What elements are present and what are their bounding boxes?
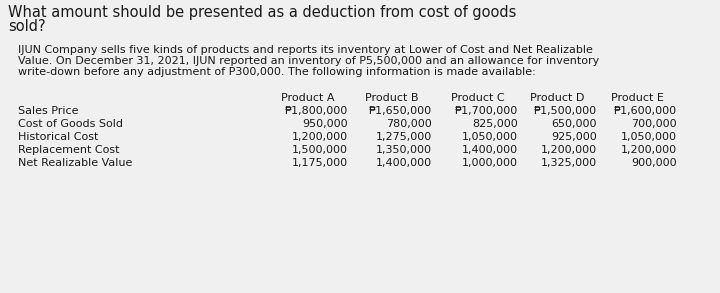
Text: Product A: Product A	[282, 93, 335, 103]
Text: What amount should be presented as a deduction from cost of goods: What amount should be presented as a ded…	[8, 5, 516, 20]
Text: IJUN Company sells five kinds of products and reports its inventory at Lower of : IJUN Company sells five kinds of product…	[18, 45, 593, 55]
Text: Product E: Product E	[611, 93, 663, 103]
Text: 1,050,000: 1,050,000	[621, 132, 677, 142]
Text: 780,000: 780,000	[386, 119, 432, 129]
Text: Product D: Product D	[530, 93, 584, 103]
Text: Cost of Goods Sold: Cost of Goods Sold	[18, 119, 123, 129]
Text: 1,200,000: 1,200,000	[541, 145, 597, 155]
Text: ₱1,500,000: ₱1,500,000	[534, 106, 597, 116]
Text: 1,400,000: 1,400,000	[376, 158, 432, 168]
Text: Sales Price: Sales Price	[18, 106, 78, 116]
Text: 1,050,000: 1,050,000	[462, 132, 518, 142]
Text: 950,000: 950,000	[302, 119, 348, 129]
Text: 1,400,000: 1,400,000	[462, 145, 518, 155]
Text: 1,350,000: 1,350,000	[376, 145, 432, 155]
Text: ₱1,650,000: ₱1,650,000	[369, 106, 432, 116]
Text: 1,325,000: 1,325,000	[541, 158, 597, 168]
Text: 1,000,000: 1,000,000	[462, 158, 518, 168]
Text: 1,175,000: 1,175,000	[292, 158, 348, 168]
Text: 825,000: 825,000	[472, 119, 518, 129]
Text: Product C: Product C	[451, 93, 505, 103]
Text: Net Realizable Value: Net Realizable Value	[18, 158, 132, 168]
Text: 700,000: 700,000	[631, 119, 677, 129]
Text: 925,000: 925,000	[552, 132, 597, 142]
Text: 900,000: 900,000	[631, 158, 677, 168]
Text: Replacement Cost: Replacement Cost	[18, 145, 120, 155]
Text: ₱1,800,000: ₱1,800,000	[284, 106, 348, 116]
Text: Value. On December 31, 2021, IJUN reported an inventory of P5,500,000 and an all: Value. On December 31, 2021, IJUN report…	[18, 56, 599, 66]
Text: Product B: Product B	[365, 93, 419, 103]
Text: 1,200,000: 1,200,000	[292, 132, 348, 142]
Text: ₱1,700,000: ₱1,700,000	[455, 106, 518, 116]
Text: 650,000: 650,000	[552, 119, 597, 129]
Text: Historical Cost: Historical Cost	[18, 132, 99, 142]
Text: 1,500,000: 1,500,000	[292, 145, 348, 155]
Text: sold?: sold?	[8, 19, 45, 34]
Text: 1,200,000: 1,200,000	[621, 145, 677, 155]
Text: 1,275,000: 1,275,000	[376, 132, 432, 142]
Text: ₱1,600,000: ₱1,600,000	[614, 106, 677, 116]
Text: write-down before any adjustment of P300,000. The following information is made : write-down before any adjustment of P300…	[18, 67, 536, 77]
